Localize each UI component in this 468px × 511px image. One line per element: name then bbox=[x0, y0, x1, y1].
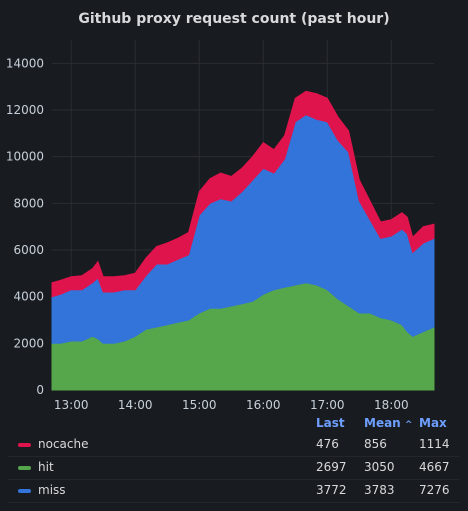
x-tick-label: 13:00 bbox=[54, 398, 89, 410]
legend-row-hit[interactable]: hit 2697 3050 4667 bbox=[8, 457, 460, 480]
series-name[interactable]: miss bbox=[38, 483, 66, 497]
legend-row-nocache[interactable]: nocache 476 856 1114 bbox=[8, 434, 460, 457]
series-max-value: 7276 bbox=[419, 483, 450, 497]
y-tick-label: 2000 bbox=[13, 336, 44, 350]
y-tick-label: 14000 bbox=[6, 56, 44, 70]
x-tick-label: 18:00 bbox=[374, 398, 409, 410]
series-max-value: 4667 bbox=[419, 460, 450, 474]
legend-table: Last Mean ^ Max nocache 476 856 1114 hit… bbox=[0, 410, 468, 511]
series-color-swatch[interactable] bbox=[18, 489, 31, 493]
chart-series bbox=[51, 90, 435, 391]
chart-tick-labels: 0 2000 4000 6000 8000 10000 12000 14000 13:00 14:… bbox=[6, 56, 409, 410]
series-mean-value: 856 bbox=[364, 437, 387, 451]
y-tick-label: 12000 bbox=[6, 103, 44, 117]
series-mean-value: 3050 bbox=[364, 460, 395, 474]
legend-header-max[interactable]: Max bbox=[419, 416, 447, 430]
legend-header-mean-label: Mean bbox=[364, 416, 401, 430]
sort-ascending-icon: ^ bbox=[404, 420, 413, 430]
series-last-value: 476 bbox=[316, 437, 339, 451]
y-tick-label: 10000 bbox=[6, 150, 44, 164]
y-tick-label: 8000 bbox=[13, 196, 44, 210]
y-tick-label: 4000 bbox=[13, 290, 44, 304]
legend-row-miss[interactable]: miss 3772 3783 7276 bbox=[8, 480, 460, 503]
area-chart: 0 2000 4000 6000 8000 10000 12000 14000 13:00 14:… bbox=[6, 40, 435, 410]
legend-header-last[interactable]: Last bbox=[316, 416, 345, 430]
panel-title: Github proxy request count (past hour) bbox=[78, 11, 390, 27]
series-color-swatch[interactable] bbox=[18, 466, 31, 470]
x-tick-label: 14:00 bbox=[118, 398, 153, 410]
y-tick-label: 6000 bbox=[13, 243, 44, 257]
series-name[interactable]: hit bbox=[38, 460, 54, 474]
x-tick-label: 15:00 bbox=[182, 398, 217, 410]
y-tick-label: 0 bbox=[36, 383, 44, 397]
x-tick-label: 16:00 bbox=[246, 398, 281, 410]
series-name[interactable]: nocache bbox=[38, 437, 89, 451]
legend-header-mean[interactable]: Mean ^ bbox=[364, 416, 412, 432]
series-max-value: 1114 bbox=[419, 437, 450, 451]
series-color-swatch[interactable] bbox=[18, 443, 31, 447]
series-last-value: 3772 bbox=[316, 483, 347, 497]
series-last-value: 2697 bbox=[316, 460, 347, 474]
series-area-nocache bbox=[51, 90, 435, 298]
x-tick-label: 17:00 bbox=[310, 398, 345, 410]
series-mean-value: 3783 bbox=[364, 483, 395, 497]
